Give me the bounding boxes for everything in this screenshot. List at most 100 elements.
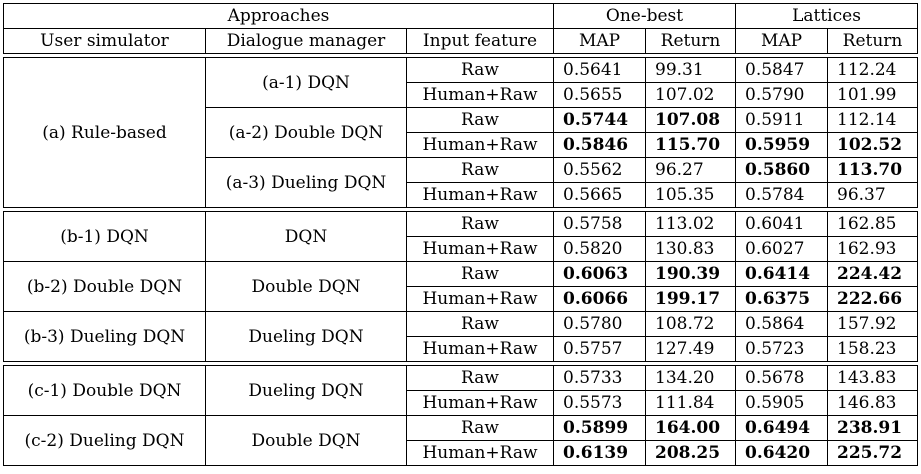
one-best-map-cell: 0.5899 — [553, 415, 646, 441]
user-simulator-cell: (b-2) Double DQN — [3, 261, 206, 312]
user-simulator-cell: (b-3) Dueling DQN — [3, 311, 206, 362]
input-feature-cell: Human+Raw — [406, 82, 554, 108]
one-best-return-cell: 199.17 — [644, 286, 737, 312]
results-table: Approaches One-best Lattices User simula… — [3, 3, 919, 466]
lattices-map-cell: 0.6414 — [735, 261, 829, 287]
table-row: Human+Raw 0.5820 130.83 0.6027 162.93 — [4, 236, 919, 262]
lattices-return-cell: 222.66 — [827, 286, 919, 312]
lattices-return-cell: 162.93 — [827, 236, 919, 262]
one-best-map-cell: 0.5562 — [553, 157, 646, 183]
table-row: Human+Raw 0.5846 115.70 0.5959 102.52 — [4, 132, 919, 158]
input-feature-cell: Raw — [406, 415, 554, 441]
lattices-return-cell: 157.92 — [827, 311, 919, 337]
dialogue-manager-cell: Double DQN — [205, 415, 407, 466]
one-best-return-cell: 127.49 — [644, 336, 737, 362]
lattices-return-cell: 101.99 — [827, 82, 919, 108]
one-best-map-cell: 0.5757 — [553, 336, 646, 362]
user-simulator-cell: (c-2) Dueling DQN — [3, 415, 206, 466]
one-best-return-cell: 190.39 — [644, 261, 737, 287]
lattices-return-cell: 102.52 — [827, 132, 919, 158]
one-best-map-cell: 0.5573 — [553, 390, 646, 416]
table-row: Human+Raw 0.6139 208.25 0.6420 225.72 — [4, 440, 919, 466]
one-best-return-cell: 108.72 — [644, 311, 737, 337]
table-row: Human+Raw 0.5665 105.35 0.5784 96.37 — [4, 182, 919, 208]
one-best-map-cell: 0.5641 — [553, 57, 646, 83]
input-feature-cell: Raw — [406, 365, 554, 391]
lattices-return-cell: 162.85 — [827, 211, 919, 237]
dialogue-manager-cell: (a-1) DQN — [205, 57, 407, 108]
table-row: (c-1) Double DQN Dueling DQN Raw 0.5733 … — [3, 365, 919, 416]
input-feature-cell: Human+Raw — [406, 336, 554, 362]
table-row: (a-3) Dueling DQN Raw 0.5562 96.27 0.586… — [4, 157, 919, 208]
header-input-feature: Input feature — [406, 28, 554, 54]
one-best-return-cell: 107.08 — [644, 107, 737, 133]
dialogue-manager-cell: Dueling DQN — [205, 365, 407, 416]
one-best-map-cell: 0.6066 — [553, 286, 646, 312]
lattices-map-cell: 0.6494 — [735, 415, 829, 441]
one-best-map-cell: 0.5744 — [553, 107, 646, 133]
user-simulator-cell: (b-1) DQN — [3, 211, 206, 262]
one-best-return-cell: 115.70 — [644, 132, 737, 158]
one-best-map-cell: 0.5655 — [553, 82, 646, 108]
user-simulator-cell: (a) Rule-based — [3, 57, 206, 208]
one-best-map-cell: 0.5780 — [553, 311, 646, 337]
header-lattices: Lattices — [735, 3, 919, 29]
header-one-best: One-best — [552, 3, 737, 29]
lattices-map-cell: 0.5784 — [735, 182, 829, 208]
one-best-return-cell: 208.25 — [644, 440, 737, 466]
one-best-map-cell: 0.5733 — [553, 365, 646, 391]
input-feature-cell: Human+Raw — [406, 390, 554, 416]
lattices-map-cell: 0.5860 — [735, 157, 829, 183]
lattices-map-cell: 0.6041 — [735, 211, 829, 237]
lattices-map-cell: 0.5678 — [735, 365, 829, 391]
one-best-return-cell: 134.20 — [644, 365, 737, 391]
one-best-map-cell: 0.6139 — [553, 440, 646, 466]
lattices-map-cell: 0.6420 — [735, 440, 829, 466]
lattices-map-cell: 0.5847 — [735, 57, 829, 83]
input-feature-cell: Human+Raw — [406, 440, 554, 466]
lattices-return-cell: 224.42 — [827, 261, 919, 287]
one-best-return-cell: 113.02 — [644, 211, 737, 237]
one-best-map-cell: 0.5758 — [553, 211, 646, 237]
header-one-best-map: MAP — [553, 28, 646, 54]
header-dialogue-manager: Dialogue manager — [205, 28, 407, 54]
dialogue-manager-cell: Dueling DQN — [205, 311, 407, 362]
one-best-return-cell: 105.35 — [644, 182, 737, 208]
table-row: Human+Raw 0.5757 127.49 0.5723 158.23 — [4, 336, 919, 362]
lattices-map-cell: 0.5911 — [735, 107, 829, 133]
one-best-return-cell: 107.02 — [644, 82, 737, 108]
dialogue-manager-cell: DQN — [205, 211, 407, 262]
table-row: (b-3) Dueling DQN Dueling DQN Raw 0.5780… — [3, 311, 919, 362]
lattices-return-cell: 158.23 — [827, 336, 919, 362]
lattices-map-cell: 0.5790 — [735, 82, 829, 108]
input-feature-cell: Raw — [406, 211, 554, 237]
lattices-return-cell: 143.83 — [827, 365, 919, 391]
input-feature-cell: Raw — [406, 157, 554, 183]
lattices-map-cell: 0.5959 — [735, 132, 829, 158]
one-best-return-cell: 96.27 — [644, 157, 737, 183]
table-row: (a) Rule-based (a-1) DQN Raw 0.5641 99.3… — [3, 57, 919, 208]
dialogue-manager-cell: Double DQN — [205, 261, 407, 312]
input-feature-cell: Raw — [406, 261, 554, 287]
lattices-return-cell: 238.91 — [827, 415, 919, 441]
one-best-return-cell: 99.31 — [644, 57, 737, 83]
header-approaches: Approaches — [3, 3, 554, 29]
header-one-best-return: Return — [644, 28, 737, 54]
input-feature-cell: Raw — [406, 107, 554, 133]
input-feature-cell: Human+Raw — [406, 182, 554, 208]
one-best-map-cell: 0.5846 — [553, 132, 646, 158]
table-row: (b-2) Double DQN Double DQN Raw 0.6063 1… — [3, 261, 919, 312]
input-feature-cell: Human+Raw — [406, 132, 554, 158]
header-user-simulator: User simulator — [3, 28, 206, 54]
one-best-map-cell: 0.5820 — [553, 236, 646, 262]
one-best-map-cell: 0.6063 — [553, 261, 646, 287]
one-best-return-cell: 130.83 — [644, 236, 737, 262]
lattices-return-cell: 146.83 — [827, 390, 919, 416]
lattices-return-cell: 96.37 — [827, 182, 919, 208]
dialogue-manager-cell: (a-3) Dueling DQN — [205, 157, 407, 208]
lattices-map-cell: 0.6027 — [735, 236, 829, 262]
one-best-return-cell: 111.84 — [644, 390, 737, 416]
header-lattices-map: MAP — [735, 28, 829, 54]
one-best-return-cell: 164.00 — [644, 415, 737, 441]
lattices-return-cell: 225.72 — [827, 440, 919, 466]
